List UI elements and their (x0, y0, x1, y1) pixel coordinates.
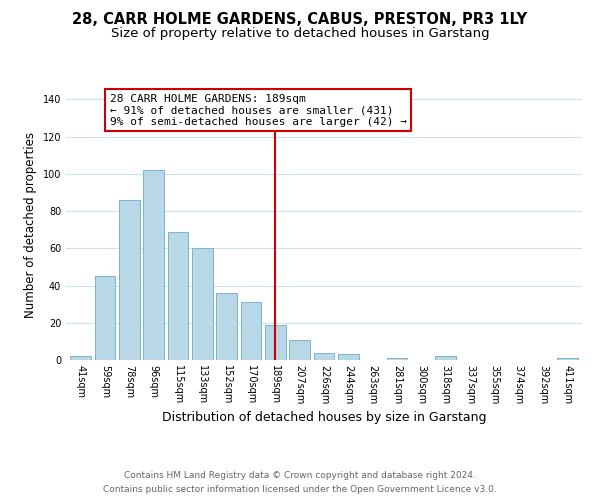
Bar (192, 248, 212, 360)
Text: 28 CARR HOLME GARDENS: 189sqm
← 91% of detached houses are smaller (431)
9% of s: 28 CARR HOLME GARDENS: 189sqm ← 91% of d… (110, 94, 407, 127)
Text: 28, CARR HOLME GARDENS, CABUS, PRESTON, PR3 1LY: 28, CARR HOLME GARDENS, CABUS, PRESTON, … (73, 12, 527, 28)
Bar (557, 358, 578, 360)
X-axis label: Distribution of detached houses by size in Garstang: Distribution of detached houses by size … (162, 411, 486, 424)
Y-axis label: Number of detached properties: Number of detached properties (24, 132, 37, 318)
Bar (241, 302, 262, 360)
Text: Size of property relative to detached houses in Garstang: Size of property relative to detached ho… (110, 28, 490, 40)
Bar (289, 340, 310, 360)
Bar (167, 232, 188, 360)
Bar (386, 358, 407, 360)
Bar (95, 276, 115, 360)
Text: Contains public sector information licensed under the Open Government Licence v3: Contains public sector information licen… (103, 484, 497, 494)
Bar (119, 200, 140, 360)
Bar (70, 356, 91, 360)
Bar (436, 356, 456, 360)
Bar (216, 293, 237, 360)
Text: Contains HM Land Registry data © Crown copyright and database right 2024.: Contains HM Land Registry data © Crown c… (124, 472, 476, 480)
Bar (314, 352, 334, 360)
Bar (265, 324, 286, 360)
Bar (338, 354, 359, 360)
Bar (143, 170, 164, 360)
